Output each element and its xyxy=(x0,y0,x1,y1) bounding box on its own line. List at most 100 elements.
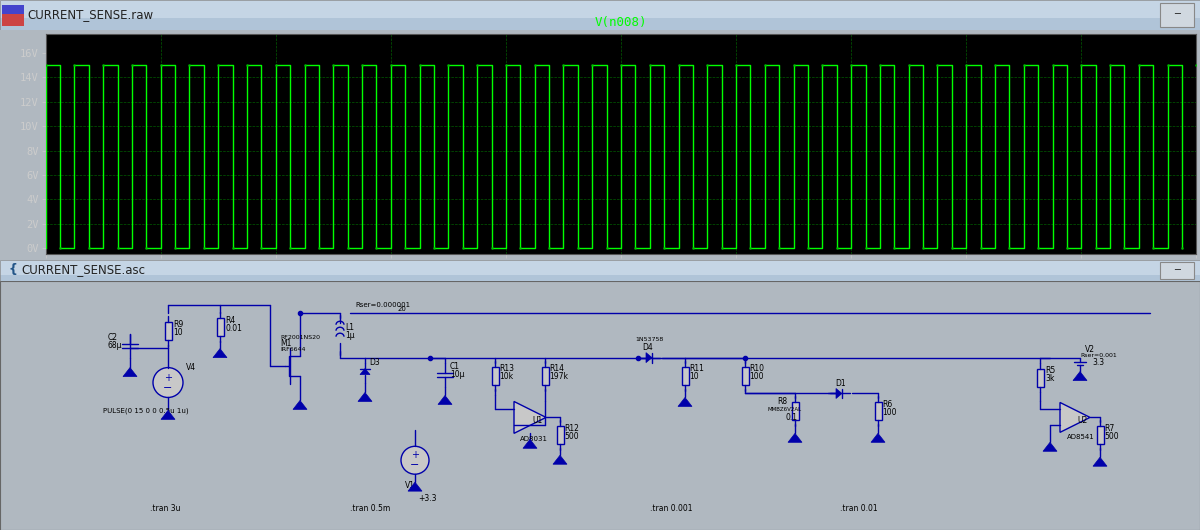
Text: L1: L1 xyxy=(346,323,354,332)
Text: −: − xyxy=(163,383,173,393)
Bar xyxy=(1037,368,1044,386)
Polygon shape xyxy=(1043,443,1057,451)
Text: 500: 500 xyxy=(564,432,578,441)
Polygon shape xyxy=(871,434,886,443)
Text: 1N53758: 1N53758 xyxy=(635,337,664,342)
Text: C1: C1 xyxy=(450,362,460,371)
Text: D1: D1 xyxy=(835,379,846,388)
Polygon shape xyxy=(408,482,422,491)
Polygon shape xyxy=(358,393,372,401)
Polygon shape xyxy=(553,455,568,464)
Text: RF2001NS20: RF2001NS20 xyxy=(280,335,320,340)
Polygon shape xyxy=(360,368,370,375)
Polygon shape xyxy=(1093,457,1108,466)
Text: D4: D4 xyxy=(642,343,653,352)
Text: 10μ: 10μ xyxy=(450,370,464,379)
Text: PULSE(0 15 0 0 0.5u 1u): PULSE(0 15 0 0 0.5u 1u) xyxy=(103,407,188,414)
Bar xyxy=(875,402,882,420)
Text: CURRENT_SENSE.raw: CURRENT_SENSE.raw xyxy=(28,8,154,21)
Bar xyxy=(2,5,24,25)
Text: R13: R13 xyxy=(499,364,514,373)
Polygon shape xyxy=(678,398,692,407)
Text: 100: 100 xyxy=(749,372,763,381)
Text: 100: 100 xyxy=(882,408,896,417)
Text: AD8031: AD8031 xyxy=(520,436,548,443)
Text: ─: ─ xyxy=(1175,265,1180,275)
Bar xyxy=(166,322,172,340)
Text: R7: R7 xyxy=(1104,424,1115,433)
Bar xyxy=(2,5,24,14)
Polygon shape xyxy=(1073,372,1087,381)
Bar xyxy=(1160,3,1194,27)
Polygon shape xyxy=(124,368,137,376)
Polygon shape xyxy=(214,349,227,358)
Polygon shape xyxy=(523,439,538,448)
Text: 500: 500 xyxy=(1104,432,1118,441)
Bar xyxy=(792,402,799,420)
Bar xyxy=(557,426,564,444)
Bar xyxy=(1097,426,1104,444)
Polygon shape xyxy=(788,434,802,443)
Text: .tran 3u: .tran 3u xyxy=(150,504,180,513)
Text: .tran 0.5m: .tran 0.5m xyxy=(350,504,390,513)
Text: R5: R5 xyxy=(1045,366,1055,375)
Text: {: { xyxy=(8,263,17,276)
Text: R4: R4 xyxy=(226,316,235,325)
Bar xyxy=(217,318,224,335)
Text: 0.01: 0.01 xyxy=(226,324,242,333)
Text: C2: C2 xyxy=(108,333,118,342)
Text: CURRENT_SENSE.asc: CURRENT_SENSE.asc xyxy=(22,263,145,276)
Bar xyxy=(542,367,550,385)
Text: R14: R14 xyxy=(550,364,564,373)
Bar xyxy=(1160,262,1194,279)
Polygon shape xyxy=(836,388,842,399)
Text: Rser=0.001: Rser=0.001 xyxy=(1080,353,1117,358)
Text: R9: R9 xyxy=(173,320,184,329)
Text: R8: R8 xyxy=(778,397,787,406)
Text: 3k: 3k xyxy=(1045,374,1055,383)
Text: +: + xyxy=(410,450,419,460)
Polygon shape xyxy=(514,401,546,434)
Text: 197k: 197k xyxy=(550,372,568,381)
Text: R10: R10 xyxy=(749,364,764,373)
Text: M1: M1 xyxy=(280,339,292,348)
Circle shape xyxy=(401,446,430,474)
Polygon shape xyxy=(438,395,452,404)
Text: 68μ: 68μ xyxy=(108,341,122,350)
Circle shape xyxy=(154,368,182,398)
Text: 0.1: 0.1 xyxy=(785,413,797,422)
Text: AD8541: AD8541 xyxy=(1067,434,1094,440)
Text: D3: D3 xyxy=(370,358,379,367)
Text: MMBZ6V2AL: MMBZ6V2AL xyxy=(767,407,802,412)
Bar xyxy=(492,367,499,385)
Text: V2: V2 xyxy=(1085,345,1096,354)
Bar xyxy=(682,367,689,385)
Text: 1μ: 1μ xyxy=(346,331,355,340)
Polygon shape xyxy=(161,410,175,419)
Text: 10: 10 xyxy=(173,328,182,337)
Text: R12: R12 xyxy=(564,424,578,433)
Bar xyxy=(0,18,1200,30)
Text: V4: V4 xyxy=(186,363,196,372)
Text: U1: U1 xyxy=(532,416,542,425)
Text: −: − xyxy=(410,460,420,470)
Text: 10: 10 xyxy=(689,372,698,381)
Text: .tran 0.01: .tran 0.01 xyxy=(840,504,877,513)
Text: IRF6644: IRF6644 xyxy=(280,347,306,352)
Text: 10k: 10k xyxy=(499,372,514,381)
Text: Rser=0.000001: Rser=0.000001 xyxy=(355,302,410,308)
Text: ─: ─ xyxy=(1175,10,1180,20)
Text: V(n008): V(n008) xyxy=(595,16,647,29)
Bar xyxy=(0,275,1200,281)
Polygon shape xyxy=(646,352,652,363)
Text: .tran 0.001: .tran 0.001 xyxy=(650,504,692,513)
Polygon shape xyxy=(1060,402,1090,432)
Polygon shape xyxy=(293,401,307,410)
Text: R11: R11 xyxy=(689,364,704,373)
Text: 20: 20 xyxy=(398,306,407,312)
Bar xyxy=(742,367,749,385)
Text: U2: U2 xyxy=(1078,416,1087,425)
Text: +3.3: +3.3 xyxy=(418,493,437,502)
Text: V1: V1 xyxy=(406,481,415,490)
Text: 3.3: 3.3 xyxy=(1092,358,1104,367)
